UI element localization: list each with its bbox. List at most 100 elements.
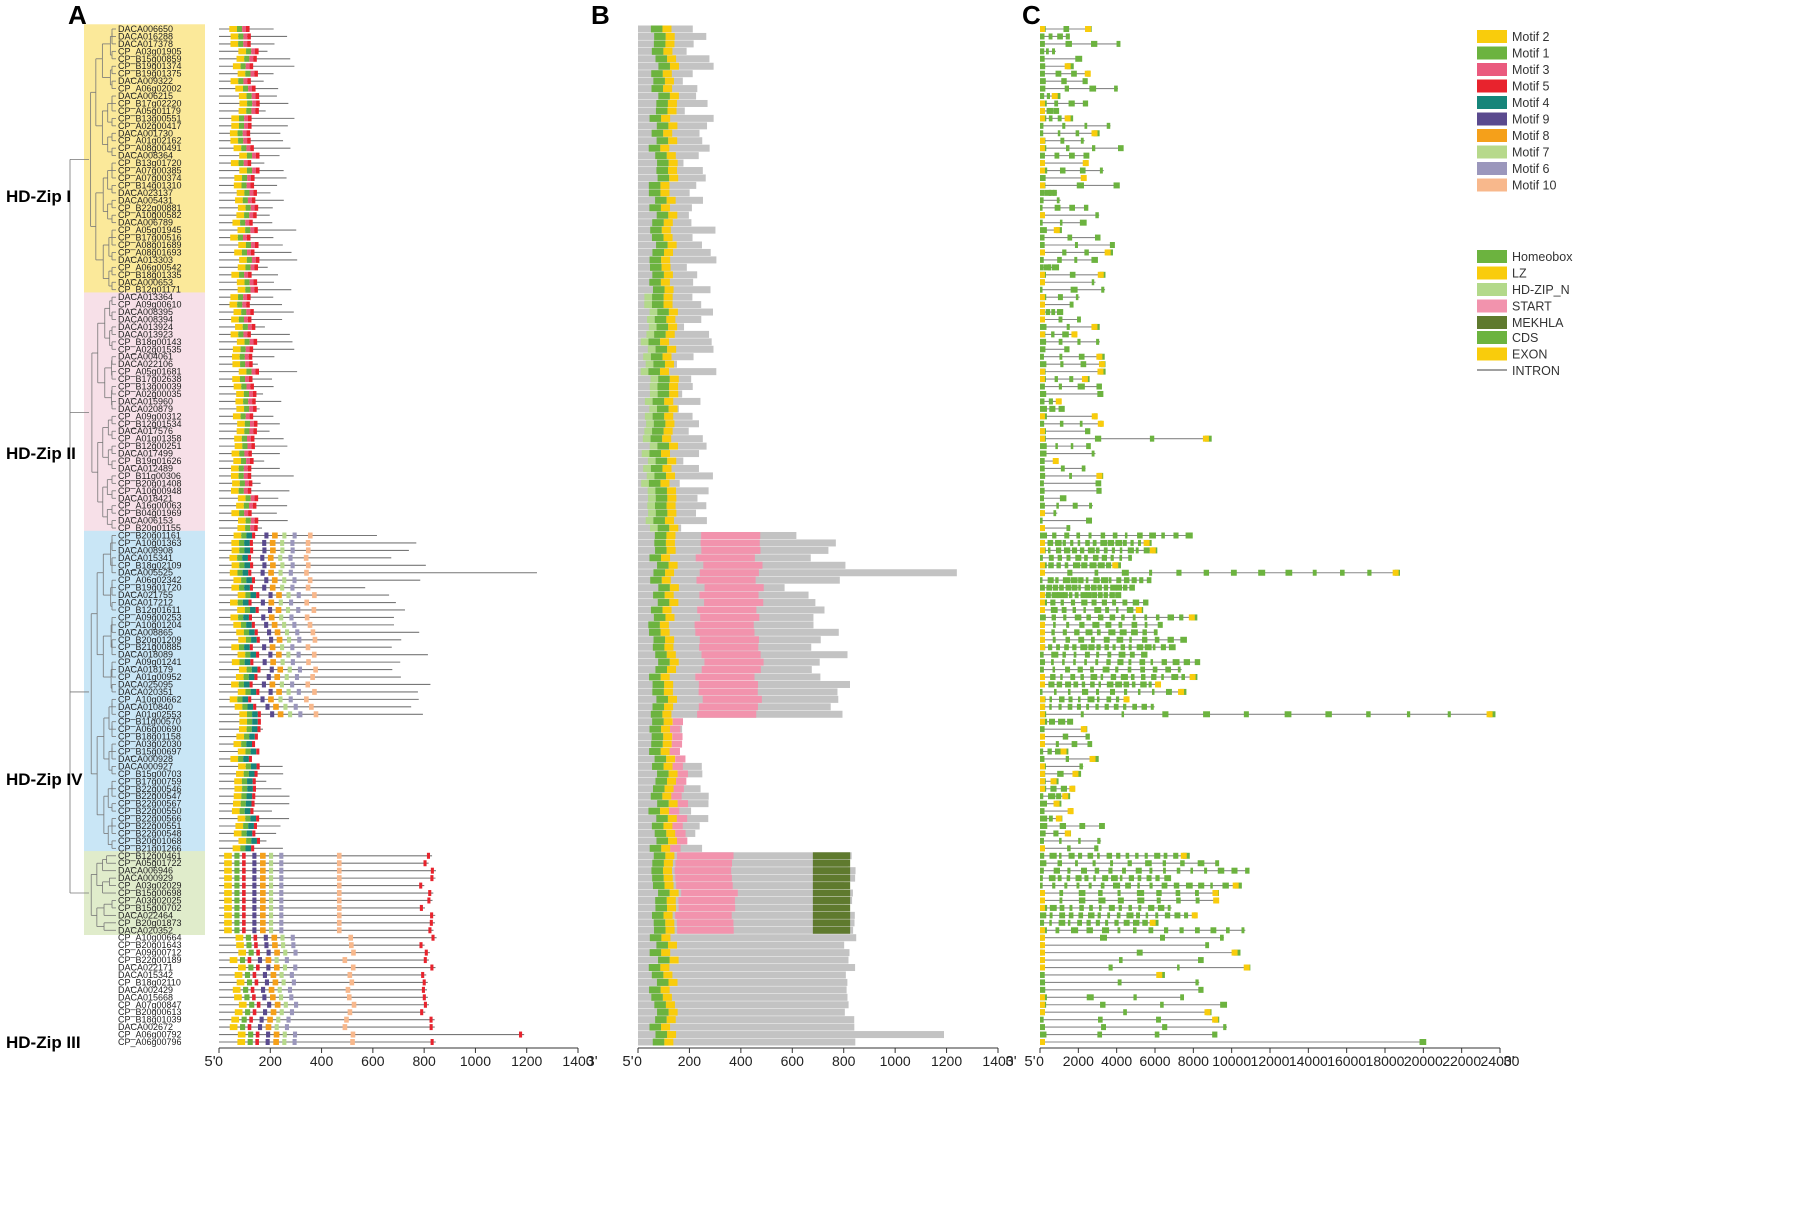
motif-box (237, 301, 243, 308)
motif-box (242, 569, 249, 576)
exon-box (1040, 1009, 1045, 1016)
cds-box (1079, 547, 1085, 554)
cds-box (1108, 629, 1116, 636)
motif-box (272, 942, 278, 949)
domain-box (649, 1023, 662, 1031)
domain-box (703, 561, 763, 569)
cds-box (1068, 696, 1073, 703)
cds-box (1084, 554, 1088, 561)
cds-box (1125, 882, 1131, 889)
domain-box (655, 777, 668, 785)
gene-label: CP_B22g00567 (118, 799, 182, 809)
exon-box (1040, 599, 1045, 606)
motif-box (238, 666, 247, 673)
cds-box (1141, 674, 1146, 681)
gene-label: CP_B17g02638 (118, 374, 182, 384)
domain-box (669, 889, 679, 897)
motif-box (233, 621, 242, 628)
domain-box (669, 658, 679, 666)
domain-box (704, 584, 764, 592)
motif-box (256, 964, 260, 971)
domain-box (657, 1008, 669, 1016)
motif-box (245, 227, 251, 234)
motif-box (263, 934, 268, 941)
cds-box (1149, 867, 1153, 874)
tick-label: 10000 (1212, 1053, 1251, 1069)
gene-label: CP_B18g01158 (118, 732, 181, 742)
motif-box (247, 137, 251, 144)
cds-box (1098, 897, 1106, 904)
legend-label: Motif 10 (1512, 179, 1557, 193)
protein-bar (638, 993, 848, 1001)
cds-box (1088, 532, 1092, 539)
cds-box (1080, 644, 1088, 651)
motif-box (256, 815, 260, 822)
motif-box (273, 1031, 280, 1038)
motif-box (245, 242, 252, 249)
motif-box (294, 674, 300, 681)
domain-box (676, 815, 688, 823)
motif-box (264, 621, 269, 628)
domain-box (655, 345, 668, 353)
motif-box (254, 204, 259, 211)
domain-box (681, 889, 738, 897)
cds-box (1096, 383, 1102, 390)
motif-box (267, 629, 272, 636)
motif-box (271, 621, 278, 628)
domain-box (677, 770, 688, 778)
cds-box (1059, 219, 1063, 226)
motif-box (257, 1024, 263, 1031)
motif-box (279, 994, 284, 1001)
domain-box (641, 479, 649, 487)
exon-box (1055, 815, 1062, 822)
motif-box (247, 40, 251, 47)
motif-box (247, 331, 251, 338)
cds-box (1040, 860, 1047, 867)
domain-box (664, 77, 674, 85)
cds-box (1058, 703, 1062, 710)
motif-box (233, 309, 242, 316)
exon-box (1188, 614, 1195, 621)
motif-box (246, 621, 252, 628)
domain-box (696, 576, 756, 584)
cds-box (1123, 681, 1130, 688)
cds-box (1173, 882, 1180, 889)
cds-box (1071, 584, 1078, 591)
motif-box (305, 547, 311, 554)
cds-box (1144, 852, 1148, 859)
motif-box (311, 606, 317, 613)
cds-box (1131, 577, 1137, 584)
motif-box (247, 443, 252, 450)
motif-box (234, 971, 243, 978)
motif-box (245, 651, 251, 658)
motif-box (230, 160, 239, 167)
motif-box (251, 443, 255, 450)
domain-box (666, 755, 676, 763)
cds-box (1115, 666, 1119, 673)
motif-box (224, 852, 232, 859)
motif-box (244, 562, 251, 569)
motif-box (242, 912, 246, 919)
motif-box (243, 137, 248, 144)
gene-labels: DACA006650DACA016288DACA017378CP_A03g019… (118, 24, 182, 1047)
motif-box (304, 696, 309, 703)
cds-box (1126, 606, 1134, 613)
domain-box (664, 248, 674, 256)
cds-box (1115, 592, 1122, 599)
gene-label: DACA000653 (118, 277, 173, 287)
domain-box (656, 695, 668, 703)
domain-box (649, 278, 661, 286)
cds-box (1094, 845, 1099, 852)
cds-box (1072, 562, 1081, 569)
cds-box (1085, 539, 1090, 546)
cds-box (1078, 890, 1086, 897)
domain-box (652, 762, 664, 770)
axis-start-label: 5' (1024, 1053, 1035, 1070)
gene-label: CP_A02g01535 (118, 344, 182, 354)
domain-box (668, 561, 678, 569)
motif-box (243, 234, 247, 241)
domain-box (669, 390, 679, 398)
motif-box (250, 606, 256, 613)
motif-box (231, 539, 240, 546)
motif-box (230, 137, 239, 144)
